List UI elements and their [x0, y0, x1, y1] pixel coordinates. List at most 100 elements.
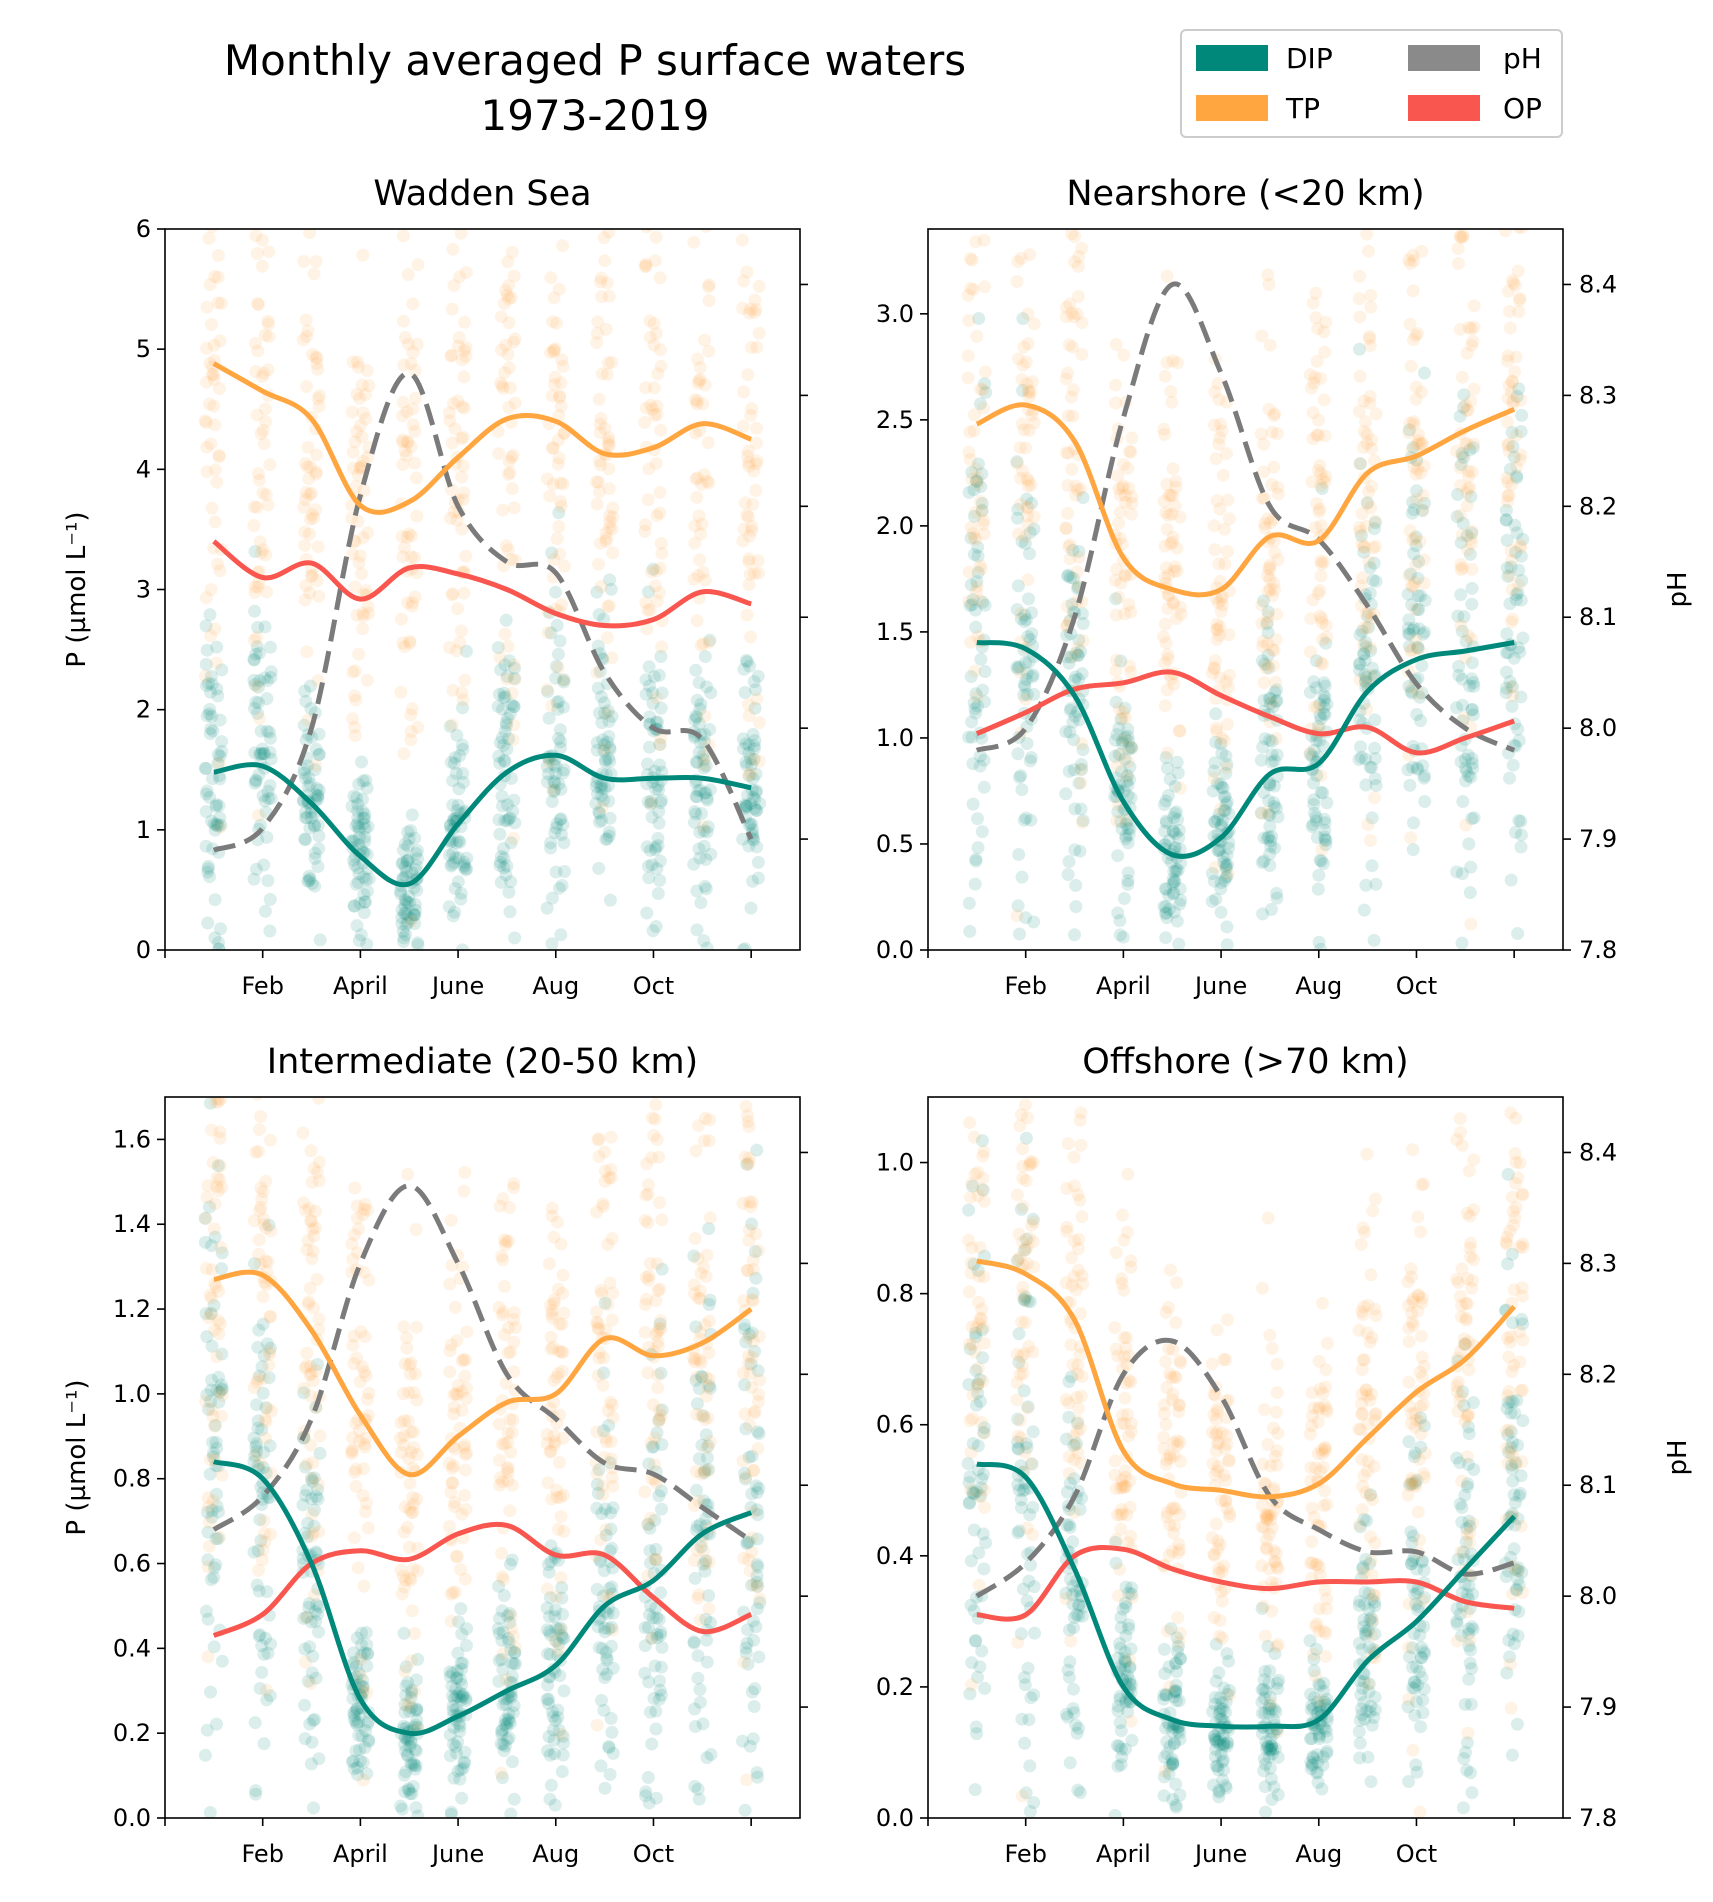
point-dip — [644, 794, 658, 808]
point-tp — [1169, 474, 1183, 488]
point-dip — [298, 1642, 312, 1656]
point-tp — [360, 1686, 374, 1700]
point-dip — [312, 1752, 326, 1766]
point-tp — [967, 531, 981, 545]
point-tp — [351, 1561, 365, 1575]
point-dip — [507, 700, 521, 713]
point-dip — [541, 1647, 555, 1661]
point-tp — [702, 1314, 716, 1328]
point-dip — [1020, 737, 1034, 750]
point-dip — [199, 761, 213, 775]
point-dip — [402, 1783, 416, 1797]
point-tp — [458, 1572, 472, 1586]
point-tp — [398, 1357, 412, 1371]
point-dip — [650, 1628, 664, 1641]
point-dip — [1318, 833, 1332, 846]
point-dip — [1075, 1491, 1088, 1505]
point-dip — [1418, 625, 1431, 639]
point-dip — [1069, 1584, 1083, 1598]
point-tp — [1112, 516, 1125, 530]
point-tp — [442, 406, 456, 420]
point-tp — [702, 635, 716, 649]
point-dip — [411, 852, 425, 866]
point-tp — [596, 1197, 610, 1211]
point-tp — [606, 1623, 620, 1637]
series-line-ph — [212, 370, 754, 853]
point-dip — [967, 548, 981, 561]
point-dip — [499, 1697, 513, 1711]
point-tp — [498, 1238, 512, 1252]
point-dip — [1270, 891, 1284, 905]
point-tp — [1112, 482, 1126, 496]
point-tp — [1208, 860, 1222, 874]
point-dip — [210, 1383, 224, 1397]
point-dip — [1499, 646, 1513, 660]
point-tp — [346, 445, 360, 459]
point-dip — [975, 825, 989, 839]
point-tp — [691, 1252, 705, 1265]
point-tp — [502, 1201, 516, 1214]
point-tp — [451, 1379, 465, 1393]
y-tick-label: 2.5 — [876, 406, 914, 434]
point-dip — [648, 1513, 662, 1527]
point-tp — [1511, 264, 1525, 278]
point-tp — [302, 1202, 316, 1216]
point-dip — [503, 707, 517, 721]
point-dip — [402, 1782, 415, 1796]
point-tp — [1512, 229, 1525, 234]
point-dip — [966, 1437, 980, 1450]
point-tp — [550, 1483, 563, 1497]
point-tp — [357, 1437, 371, 1451]
point-tp — [1414, 466, 1428, 480]
point-dip — [1072, 1598, 1086, 1612]
point-dip — [744, 901, 758, 915]
point-tp — [358, 1440, 372, 1454]
point-dip — [1222, 1654, 1235, 1668]
point-dip — [751, 1560, 765, 1574]
point-tp — [1510, 460, 1523, 474]
point-tp — [406, 1562, 420, 1576]
point-tp — [258, 152, 271, 165]
point-tp — [597, 231, 611, 245]
point-tp — [541, 626, 555, 640]
point-dip — [501, 1712, 515, 1726]
point-tp — [215, 1468, 229, 1482]
point-tp — [641, 603, 655, 617]
point-dip — [306, 1474, 319, 1488]
point-tp — [1402, 253, 1416, 267]
point-dip — [249, 773, 263, 787]
point-tp — [443, 1344, 457, 1358]
point-dip — [648, 764, 662, 778]
point-tp — [974, 382, 988, 396]
point-tp — [298, 538, 312, 552]
point-dip — [543, 1648, 557, 1661]
point-tp — [749, 303, 763, 316]
point-dip — [1261, 831, 1274, 845]
point-dip — [549, 1713, 562, 1727]
point-tp — [200, 375, 214, 389]
point-dip — [748, 792, 762, 806]
point-tp — [250, 500, 264, 514]
point-tp — [496, 503, 510, 517]
point-dip — [1211, 1759, 1224, 1773]
point-dip — [1415, 686, 1429, 700]
point-dip — [1018, 1293, 1032, 1307]
point-dip — [443, 848, 456, 862]
point-tp — [304, 1215, 318, 1228]
point-dip — [1173, 1652, 1187, 1666]
point-tp — [501, 347, 515, 361]
point-dip — [976, 1351, 990, 1365]
point-tp — [748, 1033, 761, 1046]
point-tp — [458, 1165, 472, 1179]
point-tp — [651, 1339, 665, 1353]
point-tp — [1207, 771, 1221, 785]
point-dip — [1121, 877, 1135, 891]
point-tp — [348, 435, 362, 449]
point-dip — [1024, 1558, 1037, 1572]
point-dip — [1215, 746, 1229, 760]
point-dip — [1369, 574, 1383, 588]
point-tp — [591, 1133, 605, 1147]
point-tp — [596, 1479, 610, 1493]
point-dip — [548, 1747, 561, 1761]
point-tp — [356, 248, 370, 262]
